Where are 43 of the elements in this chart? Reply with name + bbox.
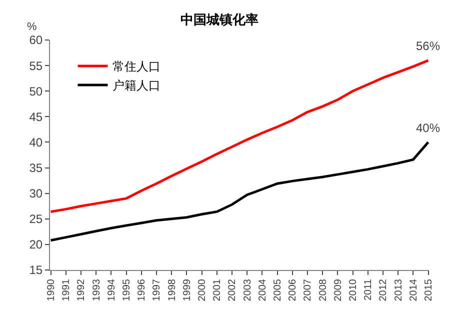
x-tick-label: 2004 [257, 278, 268, 302]
x-tick-label: 1995 [122, 278, 132, 302]
annotation: 40% [416, 121, 440, 135]
line-series [50, 140, 429, 242]
y-tick-label: 40 [29, 135, 43, 150]
y-tick-label: 35 [29, 160, 43, 175]
x-tick-label: 2012 [378, 278, 390, 302]
x-tick-label: 1992 [76, 278, 88, 302]
x-tick-label: 2006 [288, 278, 299, 302]
y-tick-label: 15 [29, 263, 43, 278]
x-tick-label: 1999 [182, 278, 193, 302]
x-tick-label: 1991 [61, 278, 72, 302]
x-tick-label: 1997 [152, 278, 163, 302]
y-tick-label: 60 [29, 33, 43, 48]
x-tick-label: 2001 [212, 278, 224, 302]
x-tick-label: 2002 [227, 278, 238, 302]
x-tick-label: 1990 [46, 278, 57, 302]
chart-title: 中国城镇化率 [180, 12, 258, 28]
x-tick-label: 2011 [363, 278, 374, 301]
x-tick-label: 2009 [332, 278, 344, 302]
annotation: 56% [416, 39, 440, 53]
y-tick-label: 30 [29, 186, 43, 201]
x-tick-label: 2010 [348, 278, 359, 302]
x-tick-label: 1996 [136, 278, 148, 302]
y-tick-label: 50 [29, 84, 43, 98]
x-tick-label: 1998 [166, 278, 178, 302]
x-tick-label: 2000 [197, 278, 208, 302]
x-tick-label: 2003 [242, 278, 254, 302]
x-tick-label: 2007 [302, 278, 314, 302]
x-tick-label: 2005 [272, 278, 284, 302]
legend-label: 户籍人口 [112, 78, 161, 93]
y-tick-label: 20 [29, 238, 43, 252]
x-tick-label: 2013 [393, 278, 404, 302]
x-tick-label: 1994 [106, 278, 118, 302]
y-tick-label: 55 [29, 58, 43, 73]
x-tick-label: 2008 [318, 278, 329, 302]
legend-label: 常住人口 [112, 60, 161, 74]
x-tick-label: 2014 [408, 278, 420, 302]
y-axis-title: % [27, 21, 37, 33]
x-tick-label: 1993 [91, 278, 102, 302]
y-tick-label: 25 [29, 212, 43, 226]
y-tick-label: 45 [29, 110, 43, 124]
x-tick-label: 2015 [424, 278, 434, 302]
